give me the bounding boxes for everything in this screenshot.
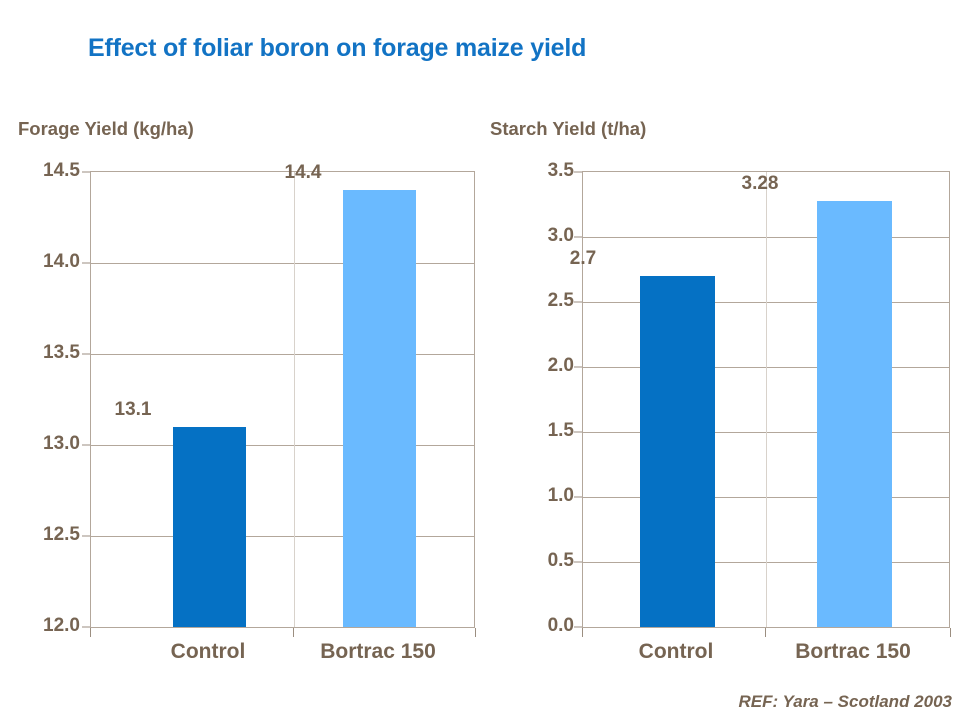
y-axis-tick-label: 12.5: [43, 524, 80, 545]
bar-control: [172, 426, 246, 627]
x-axis-category-label: Bortrac 150: [795, 640, 911, 663]
gridline: [91, 536, 474, 537]
bar-value-label: 14.4: [284, 162, 322, 184]
bar-control: [639, 276, 715, 627]
reference-note: REF: Yara – Scotland 2003: [738, 692, 952, 711]
y-axis-tick-label: 2.5: [547, 290, 574, 311]
bar-value-label: 2.7: [569, 248, 597, 269]
gridline: [91, 263, 474, 264]
y-axis-tick-label: 3.0: [547, 225, 574, 246]
y-axis-tick-mark: [82, 353, 90, 355]
y-axis-tick-mark: [574, 301, 582, 303]
page-title: Effect of foliar boron on forage maize y…: [88, 34, 587, 62]
y-axis-tick-mark: [574, 366, 582, 368]
bar-value-label: 3.28: [741, 172, 779, 194]
y-axis-tick-label: 14.0: [43, 251, 80, 272]
plot-area-starch: [582, 171, 950, 628]
plot-area-forage: [90, 171, 475, 628]
y-axis-tick-mark: [574, 431, 582, 433]
y-axis-tick-label: 0.0: [547, 615, 574, 636]
y-axis-tick-label: 13.0: [43, 433, 80, 454]
category-separator: [294, 172, 295, 627]
bar-bortrac-150: [342, 190, 416, 627]
bar-value-label: 13.1: [114, 398, 152, 420]
x-axis-tick-mark: [950, 628, 951, 637]
x-axis-tick-mark: [293, 628, 294, 637]
y-axis-tick-mark: [82, 262, 90, 264]
bar-bortrac-150: [816, 200, 892, 627]
y-axis-tick-mark: [574, 236, 582, 238]
category-separator: [765, 172, 767, 627]
gridline: [91, 445, 474, 446]
x-axis-category-label: Control: [638, 640, 714, 663]
y-axis-tick-mark: [574, 171, 582, 173]
y-axis-tick-mark: [574, 561, 582, 563]
y-axis-tick-mark: [574, 626, 582, 628]
y-axis-tick-mark: [82, 444, 90, 446]
y-axis-tick-label: 1.0: [547, 485, 574, 506]
panel-axis-title-forage: Forage Yield (kg/ha): [18, 118, 194, 139]
x-axis-tick-mark: [764, 628, 766, 637]
y-axis-tick-mark: [82, 626, 90, 628]
y-axis-tick-label: 14.5: [43, 160, 80, 181]
gridline: [91, 354, 474, 355]
x-axis-category-label: Bortrac 150: [320, 640, 436, 663]
y-axis-tick-label: 1.5: [547, 420, 574, 441]
x-axis-tick-mark: [90, 628, 91, 637]
y-axis-tick-label: 2.0: [547, 355, 574, 376]
y-axis-tick-label: 12.0: [43, 615, 80, 636]
y-axis-tick-mark: [82, 535, 90, 537]
y-axis-tick-label: 13.5: [43, 342, 80, 363]
x-axis-category-label: Control: [170, 640, 246, 663]
y-axis-tick-mark: [574, 496, 582, 498]
panel-axis-title-starch: Starch Yield (t/ha): [490, 118, 647, 139]
y-axis-tick-label: 0.5: [547, 550, 574, 571]
x-axis-tick-mark: [475, 628, 476, 637]
x-axis-tick-mark: [582, 628, 583, 637]
y-axis-tick-mark: [82, 171, 90, 173]
y-axis-tick-label: 3.5: [547, 160, 574, 181]
